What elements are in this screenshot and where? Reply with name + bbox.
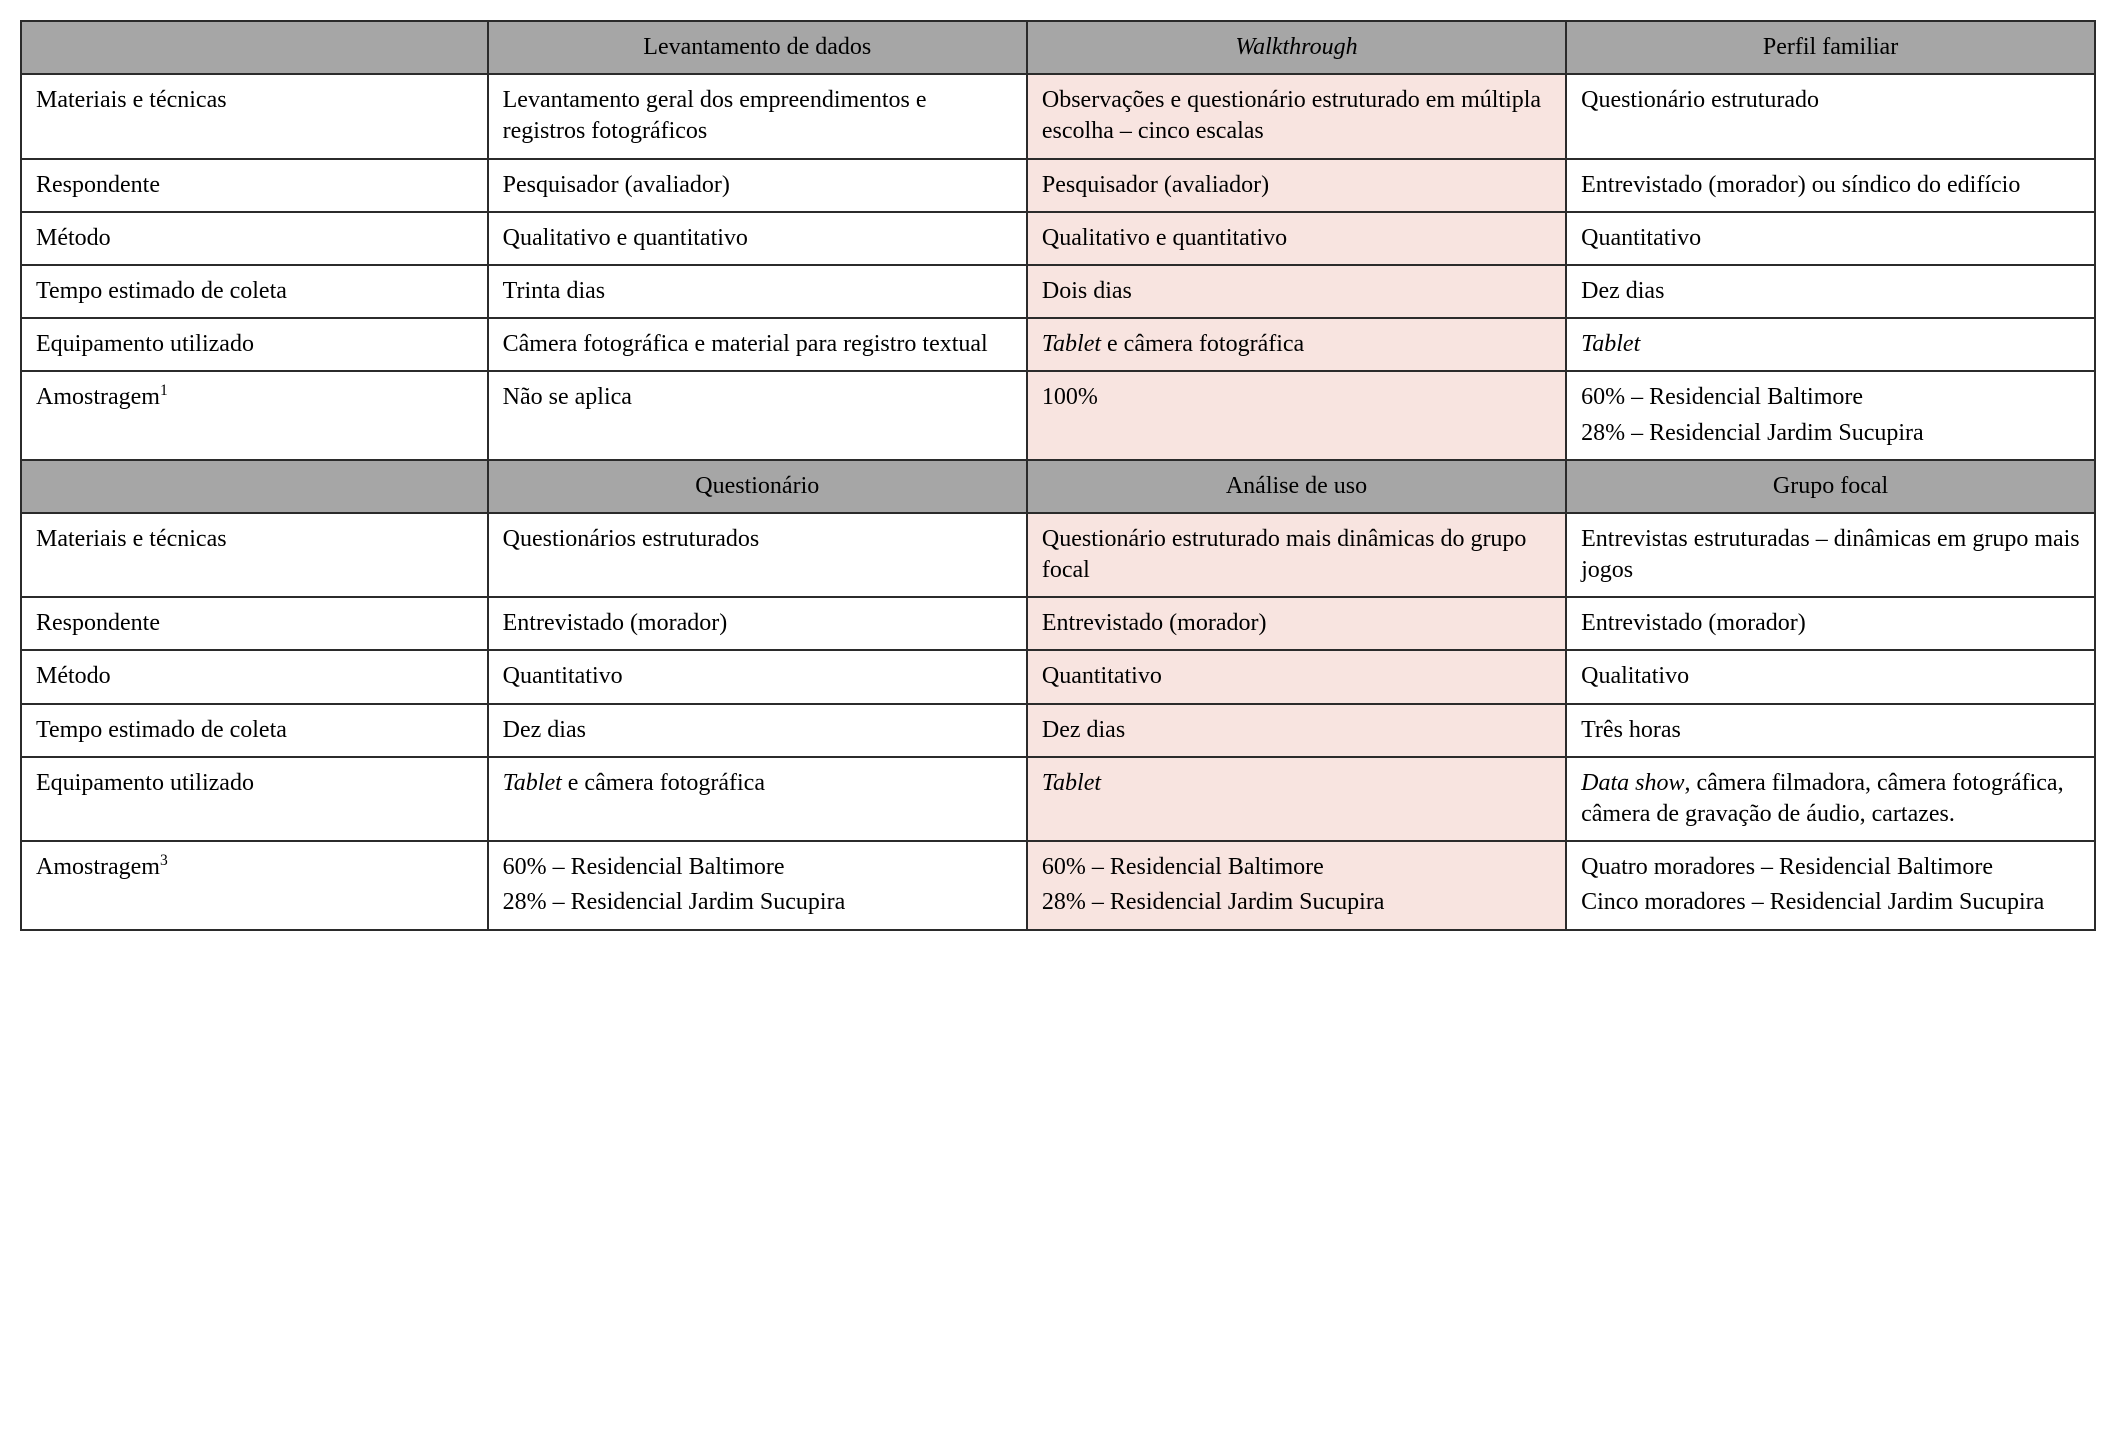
cell: Entrevistado (morador) bbox=[1566, 597, 2095, 650]
cell: Tablet e câmera fotográfica bbox=[488, 757, 1027, 841]
cell: Quantitativo bbox=[1027, 650, 1566, 703]
cell: 60% – Residencial Baltimore 28% – Reside… bbox=[488, 841, 1027, 929]
cell: Quantitativo bbox=[488, 650, 1027, 703]
row-label: Equipamento utilizado bbox=[21, 318, 488, 371]
cell: Entrevistado (morador) ou síndico do edi… bbox=[1566, 159, 2095, 212]
row-label: Amostragem1 bbox=[21, 371, 488, 459]
equip-rest: e câmera fotográfica bbox=[562, 770, 765, 796]
cell: Tablet bbox=[1566, 318, 2095, 371]
amostragem-sup: 1 bbox=[160, 382, 168, 399]
section2-header-row: Questionário Análise de uso Grupo focal bbox=[21, 460, 2095, 513]
equip-datashow: Data show bbox=[1581, 770, 1684, 796]
row-label: Amostragem3 bbox=[21, 841, 488, 929]
cell: Dez dias bbox=[1566, 265, 2095, 318]
table-row: Tempo estimado de coleta Trinta dias Doi… bbox=[21, 265, 2095, 318]
row-label: Método bbox=[21, 650, 488, 703]
cell: Pesquisador (avaliador) bbox=[1027, 159, 1566, 212]
equip-rest: e câmera fotográfica bbox=[1101, 331, 1304, 357]
cell: Observações e questionário estruturado e… bbox=[1027, 74, 1566, 158]
cell: Questionário estruturado mais dinâmicas … bbox=[1027, 513, 1566, 597]
cell: Entrevistas estruturadas – dinâmicas em … bbox=[1566, 513, 2095, 597]
row-label: Tempo estimado de coleta bbox=[21, 704, 488, 757]
table-row: Amostragem3 60% – Residencial Baltimore … bbox=[21, 841, 2095, 929]
section1-header-blank bbox=[21, 21, 488, 74]
amostragem-line: 28% – Residencial Jardim Sucupira bbox=[1042, 887, 1551, 918]
amostragem-line: Quatro moradores – Residencial Baltimore bbox=[1581, 852, 2080, 883]
equip-tablet: Tablet bbox=[503, 770, 562, 796]
amostragem-line: 60% – Residencial Baltimore bbox=[503, 852, 1012, 883]
amostragem-sup: 3 bbox=[160, 852, 168, 869]
cell: Dois dias bbox=[1027, 265, 1566, 318]
cell: Pesquisador (avaliador) bbox=[488, 159, 1027, 212]
amostragem-line: 28% – Residencial Jardim Sucupira bbox=[503, 887, 1012, 918]
amostragem-line: 60% – Residencial Baltimore bbox=[1581, 382, 2080, 413]
row-label: Materiais e técnicas bbox=[21, 74, 488, 158]
cell: 60% – Residencial Baltimore 28% – Reside… bbox=[1566, 371, 2095, 459]
cell: Qualitativo e quantitativo bbox=[488, 212, 1027, 265]
cell: Questionários estruturados bbox=[488, 513, 1027, 597]
table-row: Equipamento utilizado Câmera fotográfica… bbox=[21, 318, 2095, 371]
cell: Tablet bbox=[1027, 757, 1566, 841]
methods-table: Levantamento de dados Walkthrough Perfil… bbox=[20, 20, 2096, 931]
cell: Trinta dias bbox=[488, 265, 1027, 318]
cell: Três horas bbox=[1566, 704, 2095, 757]
amostragem-line: Cinco moradores – Residencial Jardim Suc… bbox=[1581, 887, 2080, 918]
cell: Data show, câmera filmadora, câmera foto… bbox=[1566, 757, 2095, 841]
equip-tablet: Tablet bbox=[1042, 770, 1101, 796]
amostragem-label: Amostragem bbox=[36, 384, 160, 410]
row-label: Tempo estimado de coleta bbox=[21, 265, 488, 318]
equip-tablet: Tablet bbox=[1581, 331, 1640, 357]
amostragem-line: 60% – Residencial Baltimore bbox=[1042, 852, 1551, 883]
cell: Quantitativo bbox=[1566, 212, 2095, 265]
cell: Câmera fotográfica e material para regis… bbox=[488, 318, 1027, 371]
cell: Qualitativo e quantitativo bbox=[1027, 212, 1566, 265]
section1-header-a: Levantamento de dados bbox=[488, 21, 1027, 74]
section2-header-c: Grupo focal bbox=[1566, 460, 2095, 513]
section2-header-blank bbox=[21, 460, 488, 513]
table-row: Materiais e técnicas Questionários estru… bbox=[21, 513, 2095, 597]
section2-header-a: Questionário bbox=[488, 460, 1027, 513]
table-row: Materiais e técnicas Levantamento geral … bbox=[21, 74, 2095, 158]
cell: Levantamento geral dos empreendimentos e… bbox=[488, 74, 1027, 158]
cell: Quatro moradores – Residencial Baltimore… bbox=[1566, 841, 2095, 929]
cell: Dez dias bbox=[1027, 704, 1566, 757]
amostragem-label: Amostragem bbox=[36, 854, 160, 880]
cell: Entrevistado (morador) bbox=[1027, 597, 1566, 650]
equip-tablet: Tablet bbox=[1042, 331, 1101, 357]
row-label: Equipamento utilizado bbox=[21, 757, 488, 841]
row-label: Materiais e técnicas bbox=[21, 513, 488, 597]
cell: Dez dias bbox=[488, 704, 1027, 757]
cell: 100% bbox=[1027, 371, 1566, 459]
row-label: Respondente bbox=[21, 597, 488, 650]
table-row: Método Qualitativo e quantitativo Qualit… bbox=[21, 212, 2095, 265]
cell: Tablet e câmera fotográfica bbox=[1027, 318, 1566, 371]
section1-header-c: Perfil familiar bbox=[1566, 21, 2095, 74]
cell: Não se aplica bbox=[488, 371, 1027, 459]
table-row: Respondente Pesquisador (avaliador) Pesq… bbox=[21, 159, 2095, 212]
row-label: Respondente bbox=[21, 159, 488, 212]
table-row: Respondente Entrevistado (morador) Entre… bbox=[21, 597, 2095, 650]
section2-header-b: Análise de uso bbox=[1027, 460, 1566, 513]
cell: Questionário estruturado bbox=[1566, 74, 2095, 158]
table-row: Amostragem1 Não se aplica 100% 60% – Res… bbox=[21, 371, 2095, 459]
cell: Entrevistado (morador) bbox=[488, 597, 1027, 650]
cell: Qualitativo bbox=[1566, 650, 2095, 703]
cell: 60% – Residencial Baltimore 28% – Reside… bbox=[1027, 841, 1566, 929]
section1-header-b: Walkthrough bbox=[1027, 21, 1566, 74]
table-row: Método Quantitativo Quantitativo Qualita… bbox=[21, 650, 2095, 703]
table-row: Tempo estimado de coleta Dez dias Dez di… bbox=[21, 704, 2095, 757]
row-label: Método bbox=[21, 212, 488, 265]
amostragem-line: 28% – Residencial Jardim Sucupira bbox=[1581, 418, 2080, 449]
section1-header-b-text: Walkthrough bbox=[1235, 34, 1357, 60]
table-row: Equipamento utilizado Tablet e câmera fo… bbox=[21, 757, 2095, 841]
section1-header-row: Levantamento de dados Walkthrough Perfil… bbox=[21, 21, 2095, 74]
